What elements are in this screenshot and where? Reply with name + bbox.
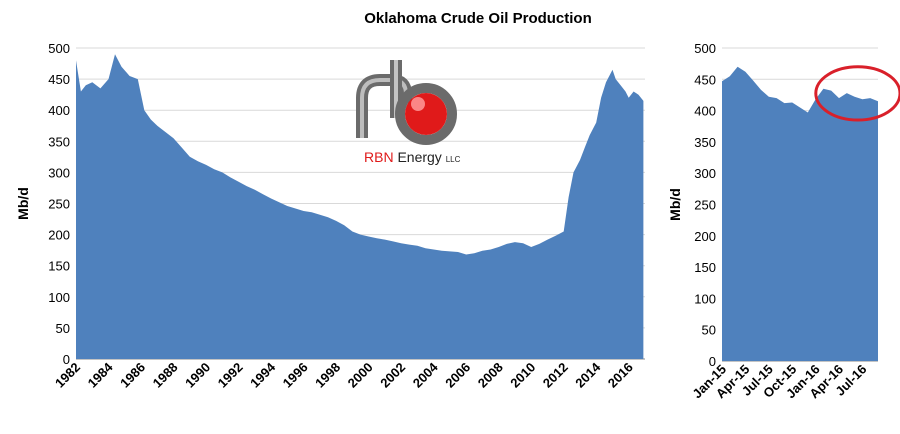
right-y-ticks: 0 50 100 150 200 250 300 350 400 450 500 xyxy=(694,41,716,369)
right-y-tick-label: 50 xyxy=(702,323,716,338)
right-y-tick-label: 300 xyxy=(694,166,716,181)
right-y-tick-label: 500 xyxy=(694,41,716,56)
left-y-axis-title: Mb/d xyxy=(15,187,31,220)
left-x-tick-label: 1996 xyxy=(280,360,311,391)
left-x-tick-label: 2012 xyxy=(540,360,571,391)
left-x-tick-label: 2010 xyxy=(507,360,538,391)
left-y-tick-label: 450 xyxy=(48,72,70,87)
left-x-tick-label: 1998 xyxy=(312,360,343,391)
right-chart: 0 50 100 150 200 250 300 350 400 450 500 Jan-15Apr… xyxy=(667,41,900,401)
left-x-tick-label: 1992 xyxy=(215,360,246,391)
left-y-tick-label: 0 xyxy=(63,352,70,367)
left-y-ticks: 0 50 100 150 200 250 300 350 400 450 500 xyxy=(48,41,70,367)
left-x-ticks: 1982 1984 1986 1988 1990 1992 1994 1996 1998 2000… xyxy=(52,359,636,391)
chart-title: Oklahoma Crude Oil Production xyxy=(364,10,592,27)
logo-ball-outline-icon xyxy=(395,83,457,145)
left-x-tick-label: 2000 xyxy=(345,360,376,391)
right-y-tick-label: 450 xyxy=(694,72,716,87)
left-y-tick-label: 200 xyxy=(48,228,70,243)
logo-ball-shine xyxy=(411,97,425,111)
logo-ball-icon xyxy=(405,93,447,135)
left-x-tick-label: 1990 xyxy=(182,360,213,391)
left-area-series xyxy=(76,54,644,359)
left-x-tick-label: 1994 xyxy=(247,359,279,391)
left-y-tick-label: 100 xyxy=(48,290,70,305)
right-y-tick-label: 150 xyxy=(694,260,716,275)
left-y-tick-label: 350 xyxy=(48,134,70,149)
left-x-tick-label: 2016 xyxy=(605,360,636,391)
highlight-ellipse xyxy=(814,65,900,122)
left-x-tick-label: 2008 xyxy=(475,360,506,391)
left-x-tick-label: 1984 xyxy=(85,359,117,391)
left-x-tick-label: 2002 xyxy=(377,360,408,391)
right-y-tick-label: 100 xyxy=(694,291,716,306)
left-y-tick-label: 50 xyxy=(56,321,70,336)
right-y-tick-label: 400 xyxy=(694,104,716,119)
left-x-tick-label: 2004 xyxy=(410,359,442,391)
right-y-tick-label: 250 xyxy=(694,198,716,213)
left-y-tick-label: 500 xyxy=(48,41,70,56)
right-y-tick-label: 200 xyxy=(694,229,716,244)
right-y-tick-label: 0 xyxy=(709,354,716,369)
left-y-tick-label: 250 xyxy=(48,197,70,212)
logo-suffix: LLC xyxy=(446,155,461,164)
left-x-tick-label: 2014 xyxy=(572,359,604,391)
left-x-tick-label: 2006 xyxy=(442,360,473,391)
right-y-axis-title: Mb/d xyxy=(667,188,683,221)
right-x-ticks: Jan-15Apr-15Jul-15Oct-15Jan-16Apr-16Jul-… xyxy=(689,362,869,402)
right-area-series xyxy=(722,66,878,362)
logo-brand: RBN xyxy=(364,149,394,165)
left-x-tick-label: 1988 xyxy=(150,360,181,391)
left-y-tick-label: 150 xyxy=(48,259,70,274)
right-y-tick-label: 350 xyxy=(694,135,716,150)
logo-pipe-highlight xyxy=(360,78,408,138)
logo-rest: Energy xyxy=(397,149,441,165)
left-y-tick-label: 300 xyxy=(48,165,70,180)
logo-text: RBN Energy LLC xyxy=(364,149,461,165)
left-x-tick-label: 1986 xyxy=(117,360,148,391)
rbn-logo: RBN Energy LLC xyxy=(356,60,461,165)
left-x-tick-label: 1982 xyxy=(52,360,83,391)
left-y-tick-label: 400 xyxy=(48,103,70,118)
